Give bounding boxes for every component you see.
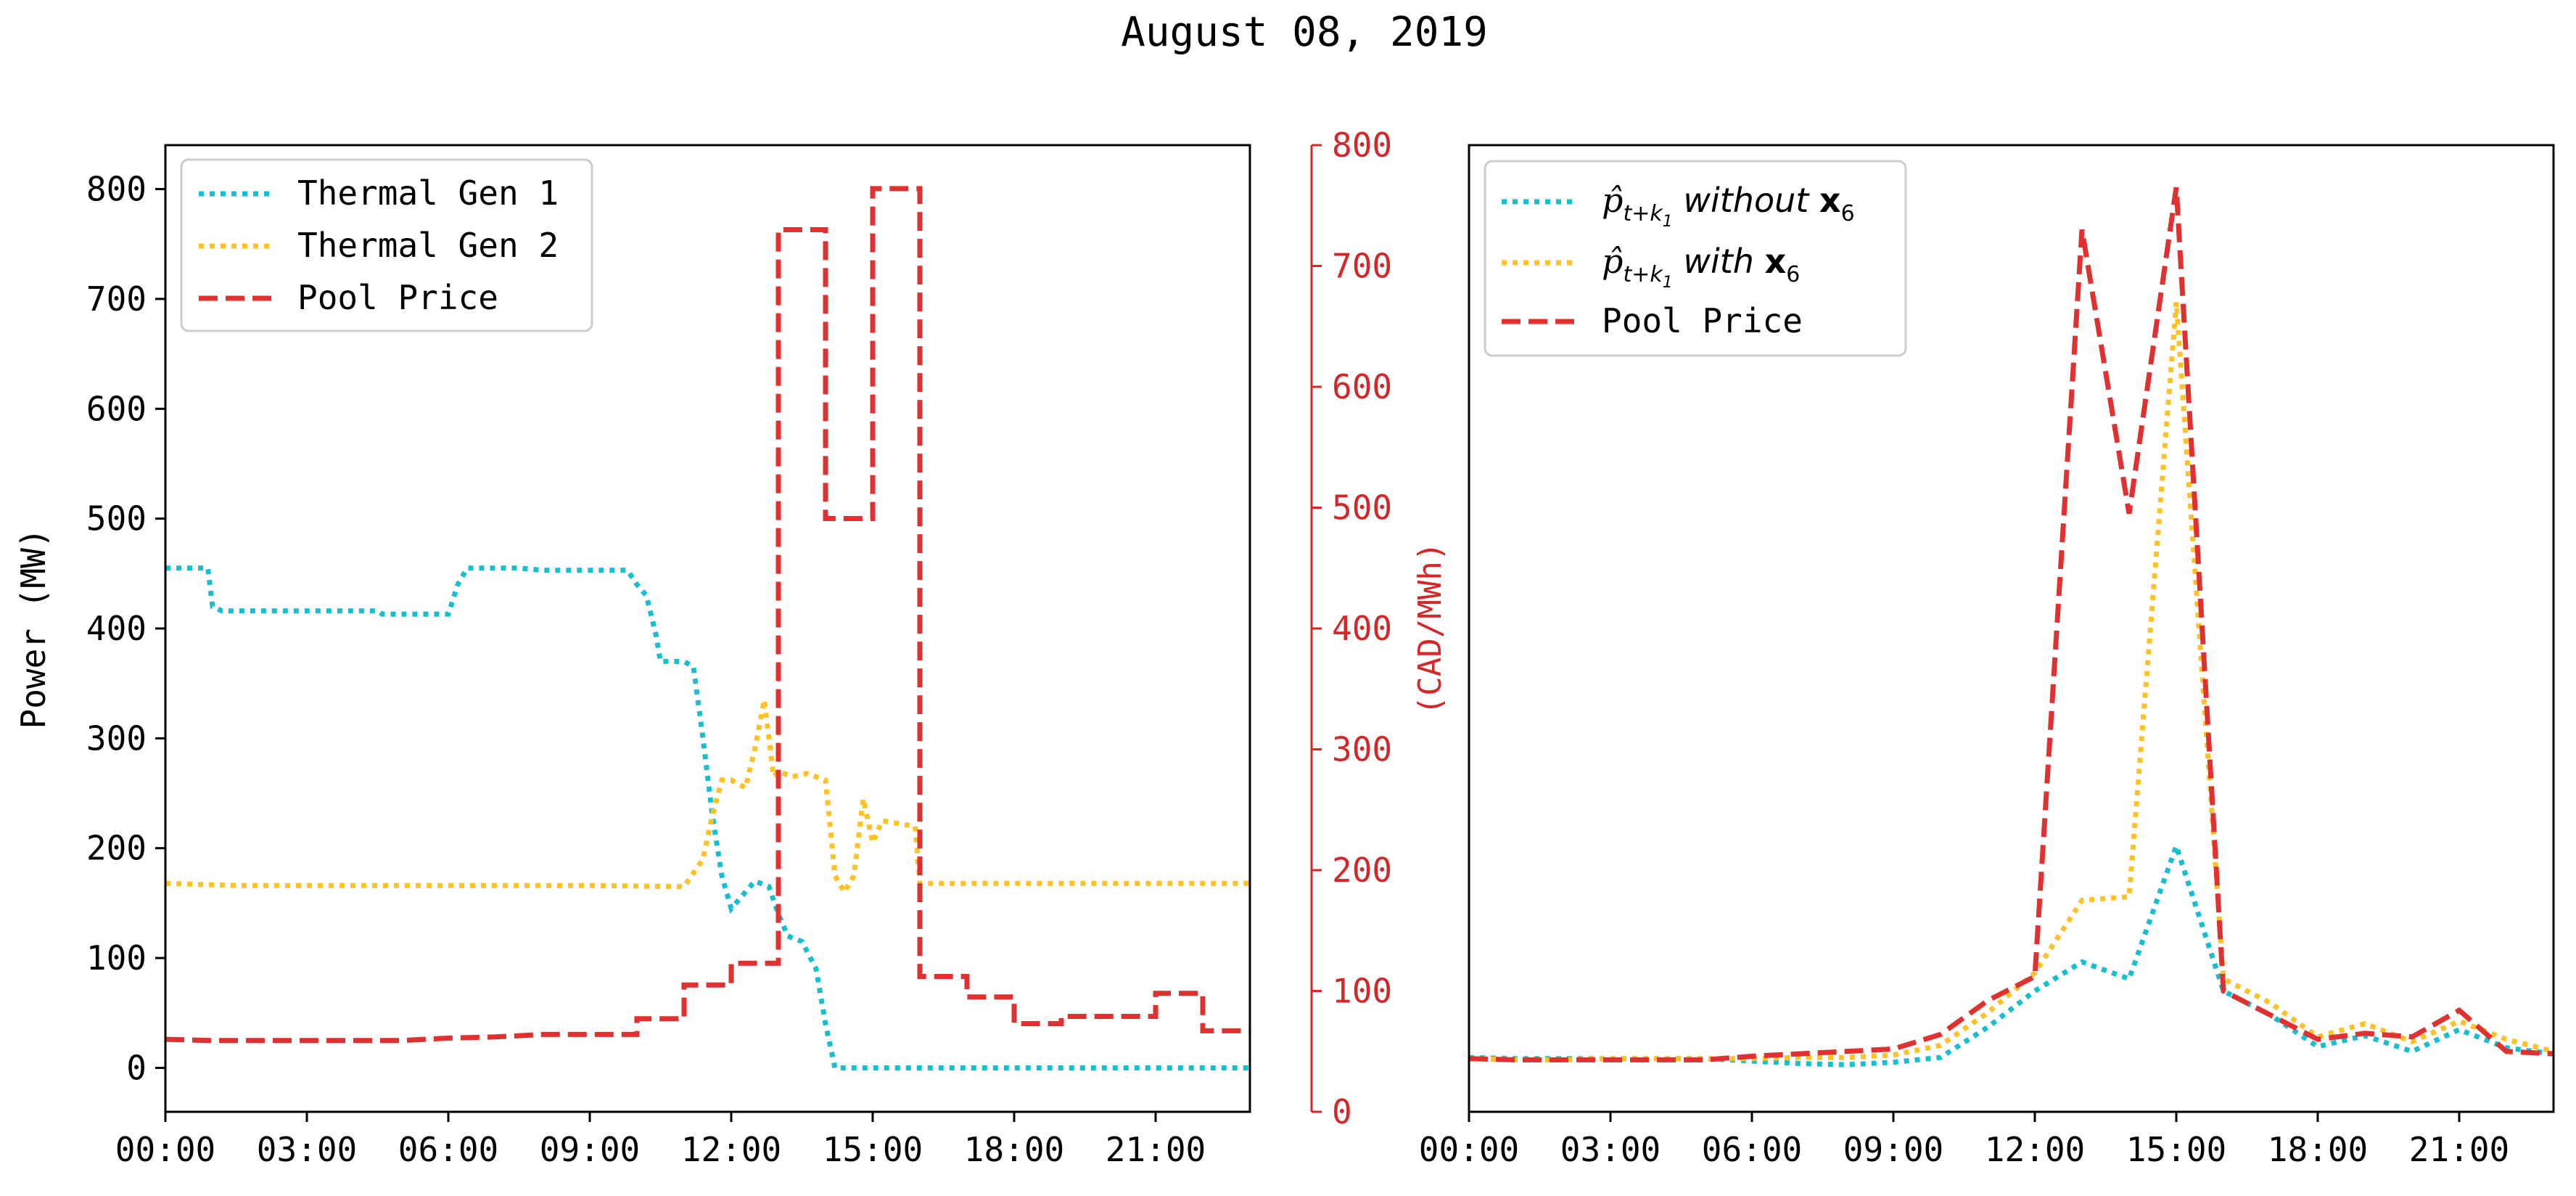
series-line-right-forecast-without [1469,837,2554,1068]
series-line-left-thermal-gen-1 [165,565,1250,1070]
left-x-tick-label: 06:00 [398,1130,498,1169]
left-x-ticks: 00:00 03:00 06:00 09:00 12:00 15:00 18:00 21:00 [115,1112,1206,1169]
right-x-tick-label: 09:00 [1843,1130,1943,1169]
left-y-tick-label: 600 [86,389,147,428]
series-line-right-pool-price [1469,187,2554,1062]
right-legend-box [1484,160,1907,357]
left-y-tick-label: 500 [86,499,147,538]
right-legend: p̂t+k1 without x6 p̂t+k1 with x6 Pool Pr… [1484,160,1907,357]
right-x-ticks: 00:00 03:00 06:00 09:00 12:00 15:00 18:00 21:00 [1419,1112,2509,1169]
left-x-tick-label: 03:00 [257,1130,357,1169]
left-y-axis-label: Power (MW) [14,528,53,729]
right-x-tick-label: 18:00 [2268,1130,2368,1169]
left-y-tick-label: 200 [86,829,147,868]
left-right-y-tick-label: 400 [1332,609,1392,648]
right-chart-panel: 00:00 03:00 06:00 09:00 12:00 15:00 18:00 21:00… [1419,144,2555,1169]
legend-label-thermal-gen-1: Thermal Gen 1 [297,173,559,213]
left-y-tick-label: 700 [86,279,147,319]
right-axes-frame [1468,144,2555,1113]
series-line-left-thermal-gen-2 [165,699,1250,898]
left-right-y-tick-label: 200 [1332,851,1392,890]
left-series-lines [165,186,1250,1070]
left-x-tick-label: 00:00 [115,1130,215,1169]
right-x-tick-label: 21:00 [2409,1130,2509,1169]
left-y-tick-label: 100 [86,938,147,978]
figure-title: August 08, 2019 [1121,9,1488,56]
right-series-lines [1469,187,2554,1068]
left-y-tick-label: 800 [86,170,147,209]
left-x-tick-label: 09:00 [540,1130,640,1169]
left-right-y-tick-label: 500 [1332,488,1392,528]
left-legend: Thermal Gen 1 Thermal Gen 2 Pool Price [180,158,593,332]
left-right-y-tick-label: 700 [1332,247,1392,286]
left-right-y-tick-label: 800 [1332,126,1392,165]
right-x-tick-label: 06:00 [1702,1130,1802,1169]
left-y-tick-label: 400 [86,609,147,648]
right-x-tick-label: 15:00 [2126,1130,2226,1169]
left-y-tick-label: 0 [126,1048,147,1087]
right-x-tick-label: 00:00 [1419,1130,1519,1169]
left-x-tick-label: 21:00 [1106,1130,1206,1169]
left-x-tick-label: 12:00 [681,1130,781,1169]
left-legend-box [180,158,593,332]
left-right-y-tick-label: 0 [1332,1092,1352,1131]
legend-label-pool-price-left: Pool Price [297,278,498,317]
legend-label-pool-price-right: Pool Price [1602,301,1803,340]
left-right-y-tick-label: 300 [1332,730,1392,769]
right-x-tick-label: 12:00 [1985,1130,2085,1169]
left-right-y-tick-label: 600 [1332,367,1392,406]
series-line-left-pool-price [165,186,1250,1044]
left-x-tick-label: 18:00 [964,1130,1064,1169]
legend-label-forecast-with: p̂t+k1 with x6 [1602,242,1800,292]
left-chart-panel: 00:00 03:00 06:00 09:00 12:00 15:00 18:00 21:00… [14,126,1449,1169]
left-y-ticks: 0 100 200 300 400 500 600 700 800 [86,170,165,1087]
left-right-y-axis-label: (CAD/MWh) [1412,542,1449,715]
left-right-y-ticks: 0 100 200 300 400 500 600 700 800 [1312,126,1392,1131]
right-x-tick-label: 03:00 [1560,1130,1661,1169]
left-right-y-tick-label: 100 [1332,972,1392,1011]
legend-label-forecast-without: p̂t+k1 without x6 [1602,181,1855,231]
series-line-right-forecast-with [1469,302,2554,1062]
legend-label-thermal-gen-2: Thermal Gen 2 [297,226,559,265]
left-y-tick-label: 300 [86,718,147,758]
left-x-tick-label: 15:00 [823,1130,923,1169]
